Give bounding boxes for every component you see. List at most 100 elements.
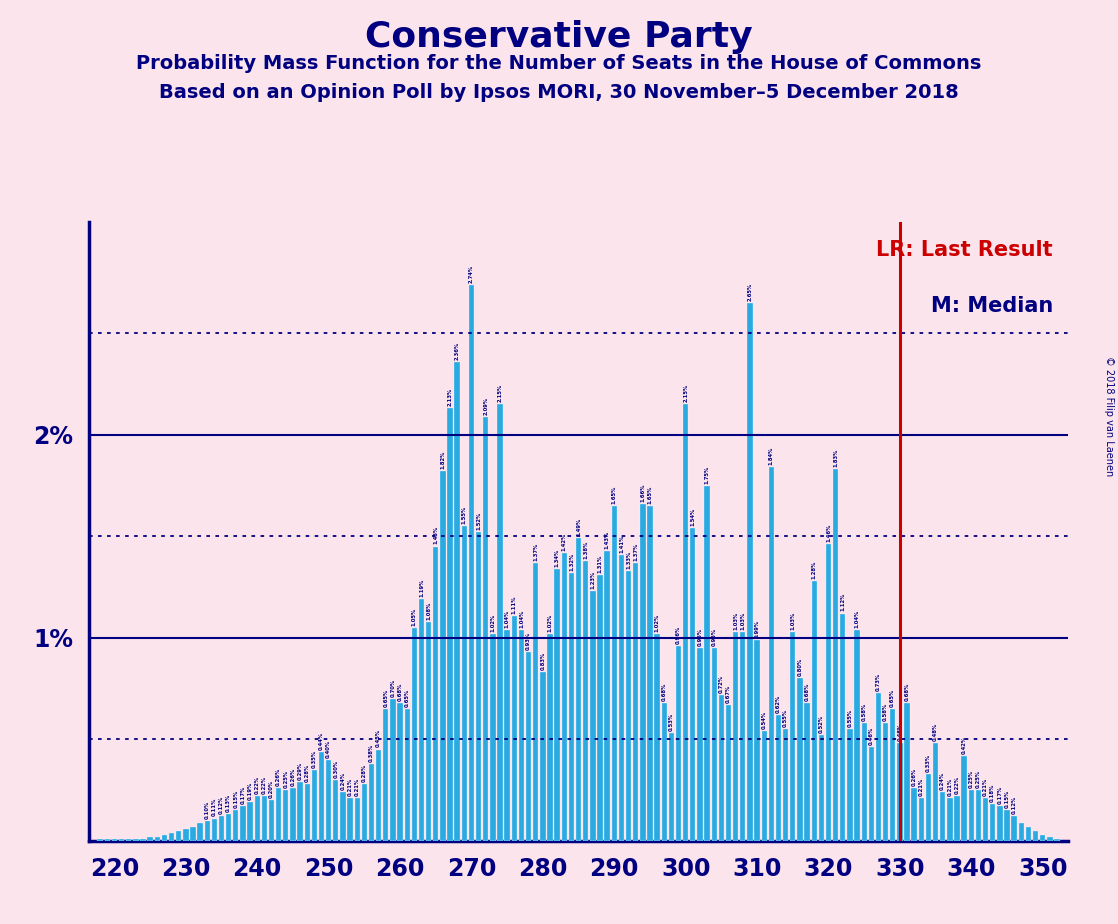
Bar — [154, 837, 160, 841]
Bar — [183, 829, 189, 841]
Bar — [247, 802, 253, 841]
Bar — [198, 822, 202, 841]
Text: 1.04%: 1.04% — [504, 610, 510, 627]
Bar — [533, 563, 539, 841]
Bar — [590, 591, 596, 841]
Bar — [662, 703, 667, 841]
Text: 0.48%: 0.48% — [898, 723, 902, 741]
Text: 0.25%: 0.25% — [283, 770, 288, 788]
Text: 0.83%: 0.83% — [540, 652, 546, 670]
Bar — [569, 573, 575, 841]
Bar — [683, 405, 689, 841]
Text: 0.96%: 0.96% — [676, 626, 681, 644]
Bar — [626, 571, 632, 841]
Bar — [141, 839, 145, 841]
Text: 2.15%: 2.15% — [683, 384, 689, 403]
Bar — [240, 807, 246, 841]
Text: 0.52%: 0.52% — [818, 715, 824, 734]
Text: 0.73%: 0.73% — [877, 673, 881, 690]
Text: 0.11%: 0.11% — [212, 798, 217, 817]
Bar — [761, 731, 767, 841]
Bar — [1054, 839, 1060, 841]
Text: 1.11%: 1.11% — [512, 595, 517, 614]
Bar — [297, 782, 303, 841]
Bar — [519, 630, 524, 841]
Text: 0.24%: 0.24% — [940, 772, 945, 790]
Bar — [133, 839, 139, 841]
Text: 1.82%: 1.82% — [440, 451, 445, 469]
Bar — [911, 788, 917, 841]
Bar — [447, 408, 453, 841]
Bar — [576, 539, 581, 841]
Bar — [1018, 822, 1024, 841]
Bar — [618, 554, 624, 841]
Text: 1.45%: 1.45% — [434, 527, 438, 544]
Text: 1.19%: 1.19% — [419, 579, 424, 597]
Text: 1.52%: 1.52% — [476, 512, 481, 530]
Text: 0.25%: 0.25% — [976, 770, 980, 788]
Bar — [733, 632, 738, 841]
Bar — [112, 839, 117, 841]
Bar — [898, 744, 902, 841]
Bar — [769, 468, 774, 841]
Text: M: Median: M: Median — [931, 296, 1053, 316]
Bar — [1033, 831, 1039, 841]
Bar — [740, 632, 746, 841]
Bar — [883, 723, 889, 841]
Text: 0.15%: 0.15% — [1004, 790, 1010, 808]
Text: LR: Last Result: LR: Last Result — [877, 240, 1053, 261]
Text: Conservative Party: Conservative Party — [366, 20, 752, 55]
Text: 1.54%: 1.54% — [690, 508, 695, 527]
Text: 0.28%: 0.28% — [305, 764, 310, 782]
Text: 0.55%: 0.55% — [783, 709, 788, 727]
Bar — [818, 736, 824, 841]
Text: 0.38%: 0.38% — [369, 744, 375, 761]
Bar — [97, 839, 103, 841]
Bar — [319, 751, 324, 841]
Text: Based on an Opinion Poll by Ipsos MORI, 30 November–5 December 2018: Based on an Opinion Poll by Ipsos MORI, … — [159, 83, 959, 103]
Bar — [490, 634, 495, 841]
Text: 2.36%: 2.36% — [455, 342, 459, 359]
Bar — [211, 819, 217, 841]
Text: 2.15%: 2.15% — [498, 384, 502, 403]
Text: 0.17%: 0.17% — [240, 786, 246, 804]
Bar — [582, 561, 588, 841]
Text: 1.23%: 1.23% — [590, 571, 596, 590]
Bar — [641, 504, 645, 841]
Bar — [647, 506, 653, 841]
Text: 1.65%: 1.65% — [612, 485, 617, 504]
Bar — [1004, 810, 1010, 841]
Text: 0.65%: 0.65% — [383, 688, 388, 707]
Text: © 2018 Filip van Laenen: © 2018 Filip van Laenen — [1105, 356, 1114, 476]
Bar — [919, 798, 923, 841]
Bar — [504, 630, 510, 841]
Text: 0.95%: 0.95% — [712, 627, 717, 646]
Text: 0.42%: 0.42% — [961, 736, 967, 754]
Bar — [726, 705, 731, 841]
Text: 0.95%: 0.95% — [698, 627, 702, 646]
Bar — [932, 744, 938, 841]
Bar — [455, 362, 459, 841]
Bar — [148, 837, 153, 841]
Bar — [797, 678, 803, 841]
Bar — [376, 749, 381, 841]
Text: 1.08%: 1.08% — [426, 602, 432, 620]
Text: 0.67%: 0.67% — [726, 685, 731, 703]
Bar — [468, 285, 474, 841]
Bar — [719, 695, 724, 841]
Text: 0.26%: 0.26% — [911, 768, 917, 786]
Text: 0.22%: 0.22% — [955, 776, 959, 794]
Text: 0.54%: 0.54% — [761, 711, 767, 729]
Text: 0.21%: 0.21% — [354, 778, 360, 796]
Bar — [169, 833, 174, 841]
Bar — [340, 792, 345, 841]
Bar — [976, 790, 982, 841]
Bar — [826, 544, 831, 841]
Bar — [512, 615, 517, 841]
Text: 0.22%: 0.22% — [255, 776, 259, 794]
Bar — [961, 756, 967, 841]
Text: 0.58%: 0.58% — [883, 703, 888, 721]
Text: 0.26%: 0.26% — [291, 768, 295, 786]
Bar — [654, 634, 660, 841]
Bar — [612, 506, 617, 841]
